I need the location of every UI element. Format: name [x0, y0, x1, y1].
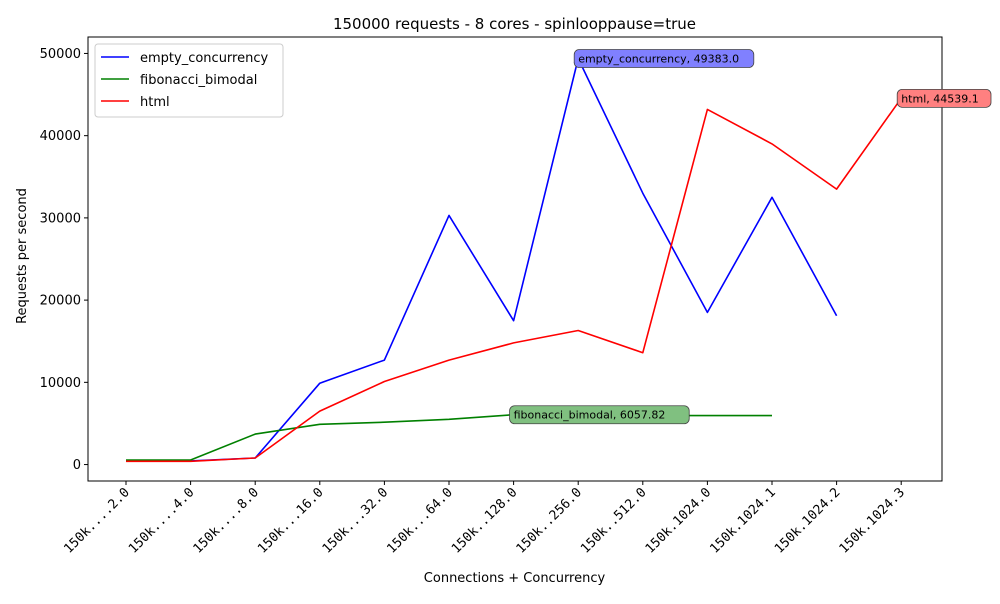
y-tick-label: 50000 [40, 47, 81, 62]
annotation-label: fibonacci_bimodal, 6057.82 [509, 405, 690, 425]
annotation-text: empty_concurrency, 49383.0 [578, 53, 739, 66]
series-lines [126, 57, 902, 463]
x-tick-label: 150k....8.0 [191, 485, 262, 556]
legend-item-fibonacci_bimodal: fibonacci_bimodal [140, 73, 257, 88]
annotation-box [896, 88, 992, 108]
legend-box [94, 43, 284, 118]
x-tick-label: 150k...16.0 [255, 485, 326, 556]
x-tick-label: 150k...64.0 [384, 485, 455, 556]
annotation-label: empty_concurrency, 49383.0 [573, 49, 755, 68]
legend-item-empty_concurrency: empty_concurrency [140, 51, 268, 66]
plot-frame [87, 36, 943, 482]
x-axis-label: Connections + Concurrency [424, 571, 606, 586]
x-tick-label: 150k....2.0 [61, 485, 132, 556]
y-tick-label: 30000 [40, 211, 81, 226]
annotation-box [509, 405, 690, 425]
legend-item-html: html [140, 95, 170, 110]
y-tick-label: 10000 [40, 376, 81, 391]
x-tick-label: 150k..128.0 [449, 485, 520, 556]
x-tick-label: 150k...32.0 [320, 485, 391, 556]
annotation-label: html, 44539.1 [896, 88, 992, 108]
annotation-box [573, 49, 755, 68]
x-tick-label: 150k.1024.3 [837, 485, 908, 556]
annotations: empty_concurrency, 49383.0 fibonacci_bimo… [509, 49, 992, 425]
y-tick-label: 0 [73, 458, 81, 473]
series-line-empty_concurrency [126, 57, 838, 462]
y-tick-label: 20000 [40, 294, 81, 309]
x-tick-label: 150k....4.0 [126, 485, 197, 556]
annotation-text: html, 44539.1 [901, 92, 979, 105]
x-tick-label: 150k..256.0 [514, 485, 585, 556]
y-tick-label: 40000 [40, 129, 81, 144]
chart-title: 150000 requests - 8 cores - spinlooppaus… [333, 15, 696, 33]
x-tick-label: 150k..512.0 [578, 485, 649, 556]
x-tick-label: 150k.1024.1 [707, 485, 778, 556]
x-tick-label: 150k.1024.2 [772, 485, 843, 556]
y-axis-label: Requests per second [15, 188, 30, 324]
annotation-text: fibonacci_bimodal, 6057.82 [514, 409, 666, 422]
x-tick-label: 150k.1024.0 [643, 485, 714, 556]
series-line-html [126, 97, 902, 463]
